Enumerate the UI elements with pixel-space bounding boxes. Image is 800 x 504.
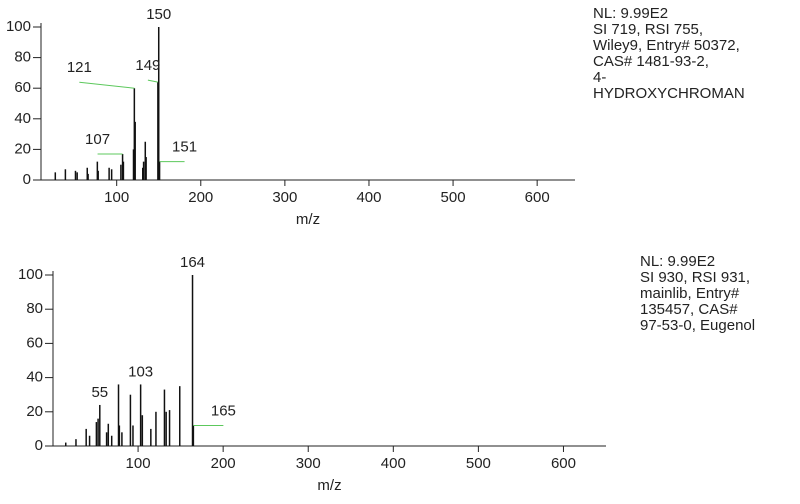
library-info: 135457, CAS# [640, 301, 738, 318]
x-tick-label: 400 [356, 189, 381, 206]
library-info: NL: 9.99E2 [640, 253, 715, 270]
y-tick-label: 40 [14, 110, 31, 127]
peak-label: 107 [85, 131, 110, 148]
peak-label: 165 [211, 402, 236, 419]
x-tick-label: 500 [441, 189, 466, 206]
peak-label: 149 [135, 57, 160, 74]
x-tick-label: 300 [272, 189, 297, 206]
y-tick-label: 0 [35, 437, 43, 454]
library-info: NL: 9.99E2 [593, 5, 668, 22]
x-tick-label: 400 [381, 455, 406, 472]
library-info: mainlib, Entry# [640, 285, 740, 302]
y-tick-label: 100 [6, 18, 31, 35]
x-tick-label: 100 [126, 455, 151, 472]
library-info: 4- [593, 69, 606, 86]
peak-label: 55 [91, 384, 108, 401]
y-tick-label: 0 [23, 171, 31, 188]
peak-label: 150 [146, 6, 171, 23]
label-leader [79, 81, 135, 89]
library-info: SI 719, RSI 755, [593, 21, 703, 38]
y-tick-label: 80 [14, 49, 31, 66]
x-tick-label: 200 [188, 189, 213, 206]
x-tick-label: 600 [525, 189, 550, 206]
y-tick-label: 60 [14, 79, 31, 96]
x-tick-label: 600 [551, 455, 576, 472]
library-info: Wiley9, Entry# 50372, [593, 37, 740, 54]
y-tick-label: 100 [18, 266, 43, 283]
library-info: 97-53-0, Eugenol [640, 317, 755, 334]
peak-label: 151 [172, 139, 197, 156]
x-tick-label: 200 [211, 455, 236, 472]
y-tick-label: 40 [26, 369, 43, 386]
library-info: CAS# 1481-93-2, [593, 53, 709, 70]
peak-label: 164 [180, 254, 205, 271]
peak-label: 103 [128, 363, 153, 380]
x-axis-label: m/z [317, 477, 341, 494]
y-tick-label: 20 [14, 140, 31, 157]
x-tick-label: 300 [296, 455, 321, 472]
peak-label: 121 [67, 59, 92, 76]
y-tick-label: 20 [26, 403, 43, 420]
library-info: SI 930, RSI 931, [640, 269, 750, 286]
library-info: HYDROXYCHROMAN [593, 85, 745, 102]
x-axis-label: m/z [296, 211, 320, 228]
x-tick-label: 500 [466, 455, 491, 472]
y-tick-label: 80 [26, 300, 43, 317]
label-leader [147, 79, 158, 83]
x-tick-label: 100 [104, 189, 129, 206]
y-tick-label: 60 [26, 334, 43, 351]
